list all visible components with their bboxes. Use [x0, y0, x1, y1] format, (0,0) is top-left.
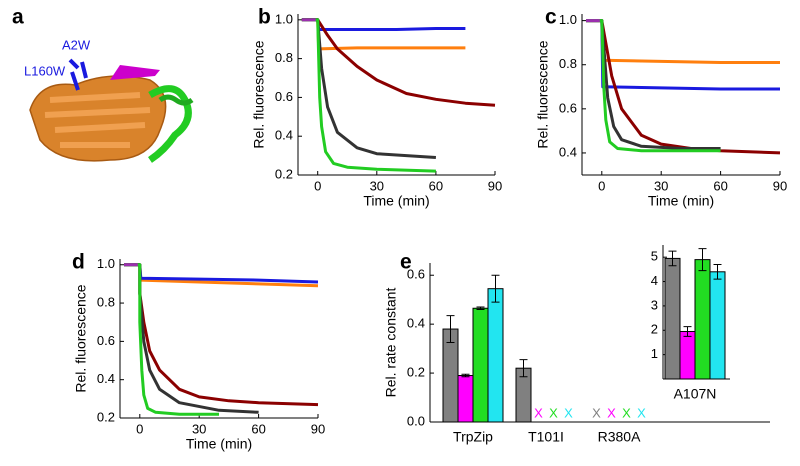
- y-tick-label: 0.8: [275, 50, 293, 65]
- line-series: [124, 263, 319, 284]
- value-label: X: [534, 405, 543, 420]
- y-tick-label: 5: [651, 249, 658, 264]
- error-bar: [519, 359, 528, 378]
- value-label: X: [622, 405, 631, 420]
- error-bar: [698, 248, 707, 272]
- x-tick-label: 90: [773, 178, 787, 193]
- x-tick-label: 90: [488, 178, 502, 193]
- x-tick-label: 60: [429, 178, 443, 193]
- x-tick-label: 0: [136, 421, 143, 436]
- line-series: [124, 263, 319, 288]
- bar: [679, 330, 696, 380]
- bar: [472, 307, 489, 423]
- line-series: [586, 19, 780, 64]
- panel-label: b: [258, 6, 271, 29]
- y-tick-label: 0.8: [559, 56, 577, 71]
- annotation: A2W: [62, 37, 91, 52]
- line-series: [586, 19, 780, 91]
- x-tick-label: 30: [654, 178, 668, 193]
- value-label: X: [607, 405, 616, 420]
- error-bar: [476, 306, 485, 310]
- x-axis-label: Time (min): [648, 193, 714, 209]
- value-label: X: [564, 405, 573, 420]
- x-tick-label: R380A: [598, 429, 641, 445]
- annotation: L160W: [24, 63, 66, 78]
- x-tick-label: 90: [311, 421, 325, 436]
- line-series: [124, 263, 219, 416]
- y-axis-label: Rel. rate constant: [383, 288, 399, 398]
- x-axis-label: Time (min): [186, 436, 252, 452]
- value-label: X: [592, 405, 601, 420]
- y-tick-label: 2: [651, 322, 658, 337]
- y-tick-label: 0.2: [97, 409, 115, 424]
- x-tick-label: 0: [598, 178, 605, 193]
- panel-label: d: [72, 251, 85, 274]
- y-tick-label: 0.4: [407, 316, 425, 331]
- error-bar: [491, 274, 500, 303]
- x-tick-label: 30: [192, 421, 206, 436]
- line-series: [586, 19, 781, 155]
- bar: [709, 271, 726, 380]
- y-tick-label: 0.6: [407, 267, 425, 282]
- error-bar: [668, 250, 677, 267]
- y-tick-label: 3: [651, 297, 658, 312]
- error-bar: [713, 263, 722, 280]
- value-label: X: [637, 405, 646, 420]
- y-axis-label: Rel. fluorescence: [535, 40, 551, 148]
- line-series: [586, 19, 721, 153]
- y-tick-label: 1: [651, 346, 658, 361]
- x-tick-label: T101I: [528, 429, 564, 445]
- y-tick-label: 4: [651, 273, 658, 288]
- panel-label: a: [12, 6, 24, 29]
- error-bar: [683, 326, 692, 337]
- y-tick-label: 0.2: [407, 365, 425, 380]
- bar: [457, 375, 474, 423]
- line-series: [301, 18, 436, 173]
- protein-structure: [29, 58, 194, 163]
- panel-label: e: [400, 251, 412, 274]
- x-tick-label: 60: [251, 421, 265, 436]
- line-series: [301, 18, 496, 107]
- y-tick-label: 0.4: [275, 128, 293, 143]
- bar: [694, 259, 711, 380]
- x-tick-label: A107N: [674, 386, 717, 402]
- line-series: [301, 18, 466, 31]
- y-tick-label: 1.0: [97, 256, 115, 271]
- x-axis-label: Time (min): [363, 193, 429, 209]
- y-axis-label: Rel. fluorescence: [251, 40, 267, 148]
- y-tick-label: 0.8: [97, 294, 115, 309]
- y-tick-label: 0.6: [559, 100, 577, 115]
- value-label: X: [549, 405, 558, 420]
- y-axis-label: Rel. fluorescence: [73, 284, 89, 392]
- bar: [664, 257, 681, 380]
- bar: [487, 288, 504, 423]
- y-tick-label: 1.0: [559, 12, 577, 27]
- y-tick-label: 0.0: [407, 413, 425, 428]
- y-tick-label: 0.6: [275, 89, 293, 104]
- y-tick-label: 1.0: [275, 11, 293, 26]
- y-tick-label: 0.6: [97, 333, 115, 348]
- x-tick-label: TrpZip: [453, 429, 493, 445]
- x-tick-label: 0: [314, 178, 321, 193]
- x-tick-label: 30: [370, 178, 384, 193]
- y-tick-label: 0.4: [559, 144, 577, 159]
- y-tick-label: 0.2: [275, 166, 293, 181]
- error-bar: [446, 315, 455, 343]
- error-bar: [461, 373, 470, 378]
- panel-label: c: [545, 6, 557, 29]
- x-tick-label: 60: [713, 178, 727, 193]
- y-tick-label: 0.4: [97, 371, 115, 386]
